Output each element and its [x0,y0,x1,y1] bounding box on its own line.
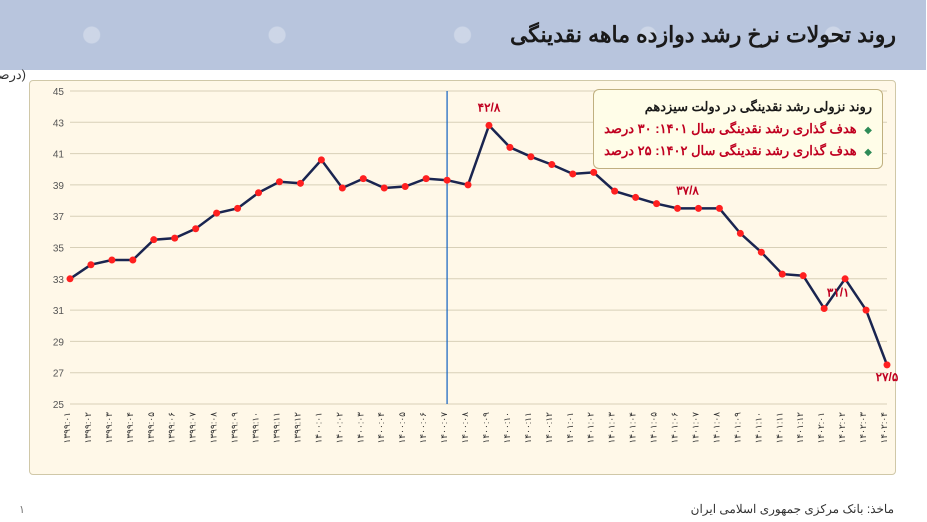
svg-text:۱۳۹۹:۰۱: ۱۳۹۹:۰۱ [63,412,73,444]
svg-text:۱۴۰۲:۰۳: ۱۴۰۲:۰۳ [859,412,869,444]
info-box-line-2: ◆ هدف گذاری رشد نقدینگی سال ۱۴۰۲: ۲۵ درص… [605,140,873,162]
svg-text:۱۴۰۰:۰۳: ۱۴۰۰:۰۳ [356,412,366,444]
svg-text:۱۴۰۱:۰۶: ۱۴۰۱:۰۶ [671,412,681,444]
svg-text:۱۳۹۹:۰۶: ۱۳۹۹:۰۶ [168,412,178,444]
svg-text:۱۳۹۹:۰۷: ۱۳۹۹:۰۷ [189,412,199,444]
svg-text:۴۲/۸: ۴۲/۸ [479,100,502,114]
svg-text:۱۴۰۱:۰۳: ۱۴۰۱:۰۳ [608,412,618,444]
svg-text:۱۴۰۰:۰۲: ۱۴۰۰:۰۲ [335,412,345,444]
svg-text:۲۷/۵: ۲۷/۵ [877,370,900,384]
svg-text:43: 43 [54,118,66,129]
svg-text:۱۴۰۲:۰۴: ۱۴۰۲:۰۴ [880,412,890,444]
diamond-icon: ◆ [865,125,873,136]
page-number: ۱ [20,503,26,516]
svg-text:۱۴۰۰:۱۰: ۱۴۰۰:۱۰ [503,412,513,444]
svg-text:31: 31 [54,306,66,317]
svg-text:۱۴۰۰:۰۱: ۱۴۰۰:۰۱ [314,412,324,444]
info-box-line-1: ◆ هدف گذاری رشد نقدینگی سال ۱۴۰۱: ۳۰ درص… [605,118,873,140]
source-text: ماخذ: بانک مرکزی جمهوری اسلامی ایران [692,502,895,516]
svg-text:37: 37 [54,212,66,223]
svg-text:۱۳۹۹:۰۵: ۱۳۹۹:۰۵ [147,412,157,444]
svg-text:35: 35 [54,244,66,255]
svg-text:۱۳۹۹:۰۸: ۱۳۹۹:۰۸ [210,412,220,444]
svg-text:45: 45 [54,87,66,98]
svg-text:۱۴۰۱:۰۲: ۱۴۰۱:۰۲ [587,412,597,444]
svg-text:۱۴۰۲:۰۲: ۱۴۰۲:۰۲ [838,412,848,444]
svg-text:۱۴۰۰:۰۹: ۱۴۰۰:۰۹ [482,412,492,444]
svg-text:29: 29 [54,337,66,348]
svg-text:۱۳۹۹:۱۲: ۱۳۹۹:۱۲ [293,412,303,444]
svg-text:۳۱/۱: ۳۱/۱ [828,286,851,300]
info-value-1: ۳۰ درصد [605,121,653,136]
svg-text:۱۴۰۱:۰۸: ۱۴۰۱:۰۸ [712,412,722,444]
svg-text:۱۴۰۰:۰۶: ۱۴۰۰:۰۶ [419,412,429,444]
diamond-icon: ◆ [865,147,873,158]
svg-text:۱۴۰۰:۰۷: ۱۴۰۰:۰۷ [440,412,450,444]
info-box-title: روند نزولی رشد نقدینگی در دولت سیزدهم [605,96,873,118]
svg-text:۱۴۰۱:۱۲: ۱۴۰۱:۱۲ [796,412,806,444]
header-banner: روند تحولات نرخ رشد دوازده ماهه نقدینگی [0,0,927,70]
svg-text:۱۴۰۰:۱۱: ۱۴۰۰:۱۱ [524,412,534,444]
info-label-2: هدف گذاری رشد نقدینگی سال ۱۴۰۲: [653,143,858,158]
svg-text:۱۴۰۱:۰۱: ۱۴۰۱:۰۱ [566,412,576,444]
svg-text:۱۳۹۹:۰۹: ۱۳۹۹:۰۹ [231,412,241,444]
svg-text:۳۷/۸: ۳۷/۸ [677,183,700,197]
svg-text:۱۴۰۰:۱۲: ۱۴۰۰:۱۲ [545,412,555,444]
svg-text:۱۳۹۹:۰۳: ۱۳۹۹:۰۳ [105,412,115,444]
svg-text:41: 41 [54,150,66,161]
svg-text:۱۴۰۱:۰۵: ۱۴۰۱:۰۵ [650,412,660,444]
svg-text:25: 25 [54,400,66,411]
page-title: روند تحولات نرخ رشد دوازده ماهه نقدینگی [30,22,897,48]
svg-text:۱۳۹۹:۱۱: ۱۳۹۹:۱۱ [272,412,282,444]
chart-container: (درصد) 2527293133353739414345۴۲/۸۳۷/۸۳۱/… [30,80,897,475]
info-value-2: ۲۵ درصد [605,143,653,158]
info-label-1: هدف گذاری رشد نقدینگی سال ۱۴۰۱: [653,121,858,136]
svg-text:33: 33 [54,275,66,286]
svg-text:۱۴۰۱:۰۹: ۱۴۰۱:۰۹ [733,412,743,444]
info-box: روند نزولی رشد نقدینگی در دولت سیزدهم ◆ … [594,89,884,169]
svg-text:۱۴۰۰:۰۵: ۱۴۰۰:۰۵ [398,412,408,444]
y-axis-label: (درصد) [0,67,27,83]
svg-text:۱۴۰۱:۰۴: ۱۴۰۱:۰۴ [629,412,639,444]
svg-text:۱۴۰۱:۱۰: ۱۴۰۱:۱۰ [754,412,764,444]
svg-text:۱۳۹۹:۱۰: ۱۳۹۹:۱۰ [252,412,262,444]
svg-text:۱۴۰۰:۰۴: ۱۴۰۰:۰۴ [377,412,387,444]
svg-text:۱۴۰۱:۰۷: ۱۴۰۱:۰۷ [691,412,701,444]
svg-text:39: 39 [54,181,66,192]
svg-text:۱۳۹۹:۰۴: ۱۳۹۹:۰۴ [126,412,136,444]
svg-text:۱۴۰۰:۰۸: ۱۴۰۰:۰۸ [461,412,471,444]
svg-text:۱۴۰۱:۱۱: ۱۴۰۱:۱۱ [775,412,785,444]
svg-text:۱۴۰۲:۰۱: ۱۴۰۲:۰۱ [817,412,827,444]
svg-text:۱۳۹۹:۰۲: ۱۳۹۹:۰۲ [84,412,94,444]
svg-text:27: 27 [54,369,66,380]
